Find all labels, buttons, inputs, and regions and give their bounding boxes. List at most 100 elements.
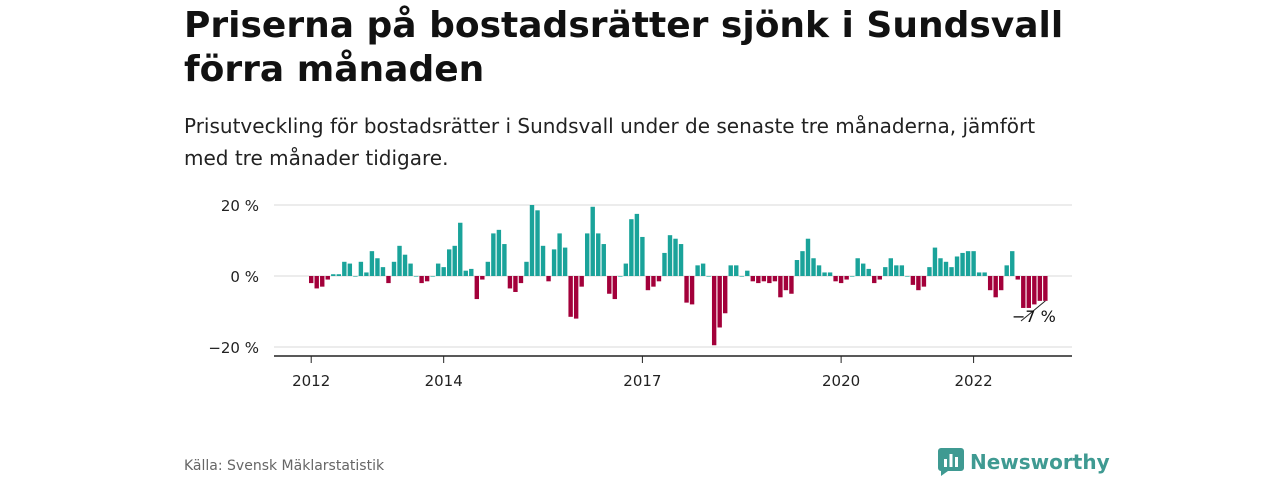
bar xyxy=(700,263,706,276)
bar xyxy=(739,276,744,277)
bar xyxy=(783,276,789,291)
annotations: −7 % xyxy=(1012,300,1056,326)
bar xyxy=(513,276,518,292)
bar xyxy=(976,272,982,276)
bar xyxy=(921,276,927,287)
bar xyxy=(761,276,767,282)
bar xyxy=(336,274,341,276)
bar xyxy=(838,276,844,284)
bar xyxy=(353,276,358,277)
y-tick-label: 0 % xyxy=(230,268,259,286)
bar xyxy=(524,261,529,276)
bar xyxy=(849,276,855,277)
bar xyxy=(800,251,805,276)
bar xyxy=(557,233,562,276)
bar xyxy=(1010,251,1015,276)
x-tick-label: 2022 xyxy=(955,372,993,390)
bar xyxy=(745,270,750,276)
bar xyxy=(750,276,755,282)
bar xyxy=(369,251,375,276)
bar xyxy=(441,267,446,277)
bar xyxy=(612,276,617,300)
bar xyxy=(601,244,606,276)
brand-name: Newsworthy xyxy=(970,450,1110,474)
bar xyxy=(452,245,457,276)
bar xyxy=(573,276,579,319)
bar xyxy=(1037,276,1043,301)
bar xyxy=(794,260,800,276)
bar xyxy=(999,276,1004,291)
x-axis-ticks: 2012 2014 2017 2020 2022 xyxy=(274,355,1072,390)
annotation-label: −7 % xyxy=(1012,307,1056,326)
bar xyxy=(629,219,634,276)
bar xyxy=(496,229,502,276)
bar xyxy=(358,261,364,276)
bar xyxy=(695,265,700,276)
bar xyxy=(910,276,916,285)
bar xyxy=(320,276,325,287)
bar xyxy=(331,274,336,276)
bar xyxy=(711,276,717,346)
chart-title: Priserna på bostadsrätter sjönk i Sundsv… xyxy=(184,5,1064,90)
bar xyxy=(734,265,739,276)
bar xyxy=(618,276,623,277)
bar xyxy=(905,276,910,277)
y-tick-label: 20 % xyxy=(221,197,259,215)
bar xyxy=(568,276,573,317)
bar xyxy=(342,261,347,276)
bar xyxy=(662,252,667,276)
bar xyxy=(1032,276,1037,305)
x-tick-label: 2017 xyxy=(623,372,661,390)
bar xyxy=(645,276,651,291)
bar xyxy=(888,258,893,276)
bar xyxy=(833,276,838,282)
y-axis-ticks: 20 % 0 % −20 % xyxy=(208,197,259,357)
bar xyxy=(678,244,684,276)
bar xyxy=(899,265,905,276)
bars xyxy=(309,205,1048,346)
bar xyxy=(684,276,689,303)
x-tick-label: 2014 xyxy=(425,372,463,390)
bar xyxy=(474,276,479,300)
bar-chart: 20 % 0 % −20 % 2012 2014 2017 2020 2022 −7 % xyxy=(208,197,1072,390)
bar xyxy=(673,238,678,276)
bar xyxy=(480,276,485,280)
annotation-leader xyxy=(1020,300,1046,322)
bar xyxy=(430,276,435,277)
bar xyxy=(402,254,408,276)
bar xyxy=(397,245,402,276)
bar xyxy=(805,238,811,276)
y-tick-label: −20 % xyxy=(208,339,259,357)
bar xyxy=(982,272,987,276)
bar xyxy=(706,276,711,277)
source-note: Källa: Svensk Mäklarstatistik xyxy=(184,458,385,474)
bar xyxy=(916,276,921,291)
bar xyxy=(529,205,535,276)
bar xyxy=(954,256,960,276)
bar xyxy=(1015,276,1020,280)
bar xyxy=(309,276,314,284)
brand-logo: Newsworthy xyxy=(938,448,1110,476)
bar xyxy=(1004,265,1009,276)
bar xyxy=(325,276,330,280)
bar xyxy=(596,233,601,276)
bar xyxy=(965,251,971,276)
bar xyxy=(502,244,507,276)
bar xyxy=(667,235,673,276)
bar xyxy=(347,263,353,276)
bar xyxy=(872,276,877,284)
bar xyxy=(816,265,822,276)
bar xyxy=(728,265,733,276)
bar xyxy=(391,261,397,276)
bar xyxy=(364,272,369,276)
bar xyxy=(640,236,645,276)
bar xyxy=(1043,276,1048,301)
bar xyxy=(485,261,491,276)
bar xyxy=(943,261,949,276)
chart-subtitle: Prisutveckling för bostadsrätter i Sunds… xyxy=(184,114,1036,170)
bar xyxy=(971,251,976,276)
bar xyxy=(960,252,965,276)
bar xyxy=(811,258,816,276)
bar xyxy=(927,267,932,277)
bar xyxy=(535,210,540,276)
